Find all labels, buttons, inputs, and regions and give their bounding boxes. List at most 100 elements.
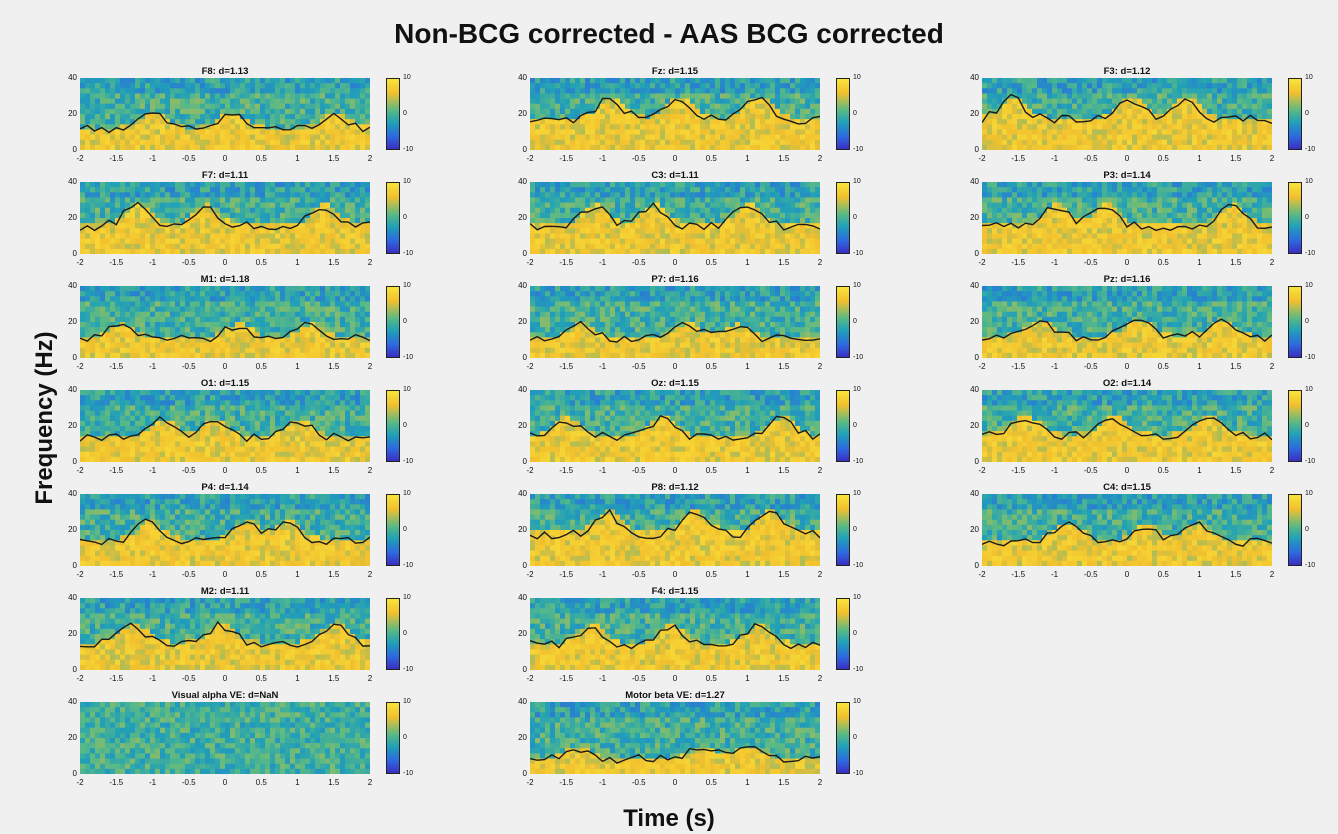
x-tick-label: -0.5 [631,570,646,579]
colorbar-tick-label: 10 [403,282,411,289]
panel-title: Motor beta VE: d=1.27 [625,690,725,701]
y-tick-label: 40 [518,697,527,706]
significance-contour [982,318,1272,342]
panel-title: P4: d=1.14 [201,482,249,493]
y-tick-label: 20 [68,213,77,222]
colorbar [836,182,850,254]
x-tick-label: -1.5 [559,154,574,163]
x-tick-label: 1.5 [778,258,790,267]
x-tick-label: 1.5 [1230,362,1242,371]
colorbar-tick-label: 0 [853,526,857,533]
panel-title: F3: d=1.12 [1103,66,1151,77]
x-tick-label: -1 [598,778,607,787]
panel-title: O2: d=1.14 [1102,378,1152,389]
significance-contour [530,320,820,343]
colorbar [386,286,400,358]
x-tick-label: 0.5 [255,778,267,787]
y-tick-label: 0 [72,457,77,466]
x-tick-label: -1.5 [109,570,124,579]
x-tick-label: 1.5 [328,570,340,579]
spectrogram-image [80,286,370,358]
x-tick-label: -1.5 [109,154,124,163]
x-tick-label: 1 [295,466,300,475]
y-tick-label: 40 [518,177,527,186]
colorbar [1288,78,1302,150]
spectrogram-panel: Pz: d=1.16 0 20 40 -2 -1.5 -1 -0.5 0 0.5 1 1.5 2 10 0 -… [970,274,1338,377]
x-tick-label: 0.5 [1157,154,1169,163]
x-tick-label: -0.5 [1083,466,1098,475]
x-tick-label: -0.5 [631,778,646,787]
y-tick-label: 40 [68,385,77,394]
x-tick-label: -1.5 [559,362,574,371]
colorbar-tick-label: -10 [853,458,864,465]
y-tick-label: 0 [72,353,77,362]
colorbar-tick-label: -10 [1305,354,1316,361]
x-tick-label: 0.5 [255,154,267,163]
spectrogram-panel: F8: d=1.13 0 20 40 -2 -1.5 -1 -0.5 0 0.5 1 1.5 2 10 0 -… [68,66,470,169]
y-tick-label: 0 [974,249,979,258]
y-tick-label: 0 [72,769,77,778]
y-tick-label: 40 [68,593,77,602]
spectrogram-plot [80,598,370,670]
y-tick-label: 40 [68,73,77,82]
colorbar-tick-label: 10 [403,698,411,705]
x-tick-label: -1.5 [109,258,124,267]
x-tick-label: 0 [672,466,678,475]
x-tick-label: -1 [1050,154,1059,163]
y-tick-label: 20 [970,317,979,326]
spectrogram-image [530,494,820,566]
x-tick-label: 1.5 [778,674,790,683]
spectrogram-plot [982,78,1272,150]
x-tick-label: -1 [598,570,607,579]
x-tick-label: -0.5 [631,258,646,267]
x-tick-label: 0 [1124,258,1130,267]
x-tick-label: 1 [295,362,300,371]
x-tick-label: 1.5 [328,778,340,787]
panel-title: Visual alpha VE: d=NaN [171,690,279,701]
y-tick-label: 20 [68,733,77,742]
spectrogram-image [80,390,370,462]
x-tick-label: 2 [817,362,823,371]
significance-contour [80,112,370,134]
y-tick-label: 40 [518,73,527,82]
x-tick-label: -0.5 [181,258,196,267]
x-tick-label: 1.5 [778,570,790,579]
colorbar-tick-label: 0 [1305,214,1309,221]
x-tick-label: 0 [672,362,678,371]
x-tick-label: 2 [367,778,373,787]
colorbar-tick-label: -10 [853,666,864,673]
x-tick-label: 1 [1197,466,1202,475]
colorbar-tick-label: -10 [403,354,414,361]
colorbar-tick-label: 10 [853,74,861,81]
colorbar-tick-label: -10 [403,250,414,257]
y-tick-label: 20 [518,109,527,118]
spectrogram-plot [80,702,370,774]
x-tick-label: 1 [1197,154,1202,163]
significance-contour [982,203,1272,232]
x-tick-label: -2 [526,778,534,787]
x-tick-label: 1.5 [778,154,790,163]
y-tick-label: 20 [518,525,527,534]
colorbar [386,702,400,774]
x-tick-label: 1 [1197,362,1202,371]
x-tick-label: 0 [222,258,228,267]
x-tick-label: -1 [598,362,607,371]
spectrogram-image [80,598,370,670]
y-tick-label: 20 [970,213,979,222]
colorbar-tick-label: -10 [853,250,864,257]
x-tick-label: -1 [148,778,157,787]
x-tick-label: 1.5 [328,362,340,371]
spectrogram-plot [80,494,370,566]
spectrogram-image [982,494,1272,566]
y-tick-label: 0 [974,353,979,362]
y-tick-label: 20 [68,421,77,430]
y-tick-label: 0 [72,145,77,154]
colorbar-tick-label: -10 [853,146,864,153]
spectrogram-image [530,702,820,774]
x-tick-label: -0.5 [631,674,646,683]
x-tick-label: 0.5 [1157,258,1169,267]
spectrogram-panel: P4: d=1.14 0 20 40 -2 -1.5 -1 -0.5 0 0.5 1 1.5 2 10 0 -… [68,482,470,585]
y-tick-label: 40 [970,281,979,290]
colorbar [836,390,850,462]
x-tick-label: 2 [817,674,823,683]
